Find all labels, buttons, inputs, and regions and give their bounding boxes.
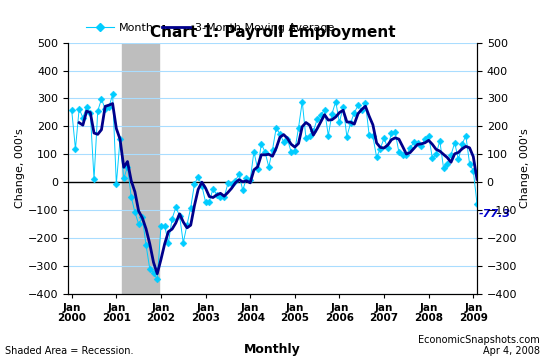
Month [273, 126, 280, 130]
Line: Month: Month [69, 92, 480, 282]
Y-axis label: Change, 000's: Change, 000's [15, 128, 25, 208]
Month [474, 202, 480, 206]
Month [455, 157, 462, 162]
Month [154, 277, 161, 282]
Month [470, 168, 476, 173]
Text: -77.3: -77.3 [479, 209, 511, 219]
3-Month Moving Average [447, 160, 454, 165]
3-Month Moving Average [355, 112, 361, 116]
3-Month Moving Average [265, 152, 272, 157]
3-Month Moving Average [255, 165, 261, 169]
Text: Monthly: Monthly [244, 343, 301, 356]
Month [195, 174, 202, 179]
Month [362, 101, 369, 105]
Legend: Month, 3-Month Moving Average: Month, 3-Month Moving Average [82, 18, 338, 37]
3-Month Moving Average [474, 177, 480, 181]
Title: Chart 1: Payroll Employment: Chart 1: Payroll Employment [150, 25, 395, 40]
3-Month Moving Average [463, 144, 469, 149]
Month [262, 150, 268, 154]
Text: EconomicSnapshots.com
Apr 4, 2008: EconomicSnapshots.com Apr 4, 2008 [418, 335, 540, 356]
3-Month Moving Average [187, 223, 194, 228]
Month [69, 108, 75, 113]
Y-axis label: Change, 000's: Change, 000's [520, 128, 530, 208]
Line: 3-Month Moving Average: 3-Month Moving Average [79, 104, 477, 274]
Text: Shaded Area = Recession.: Shaded Area = Recession. [5, 346, 134, 356]
Bar [122, 43, 159, 293]
Month [110, 92, 116, 96]
